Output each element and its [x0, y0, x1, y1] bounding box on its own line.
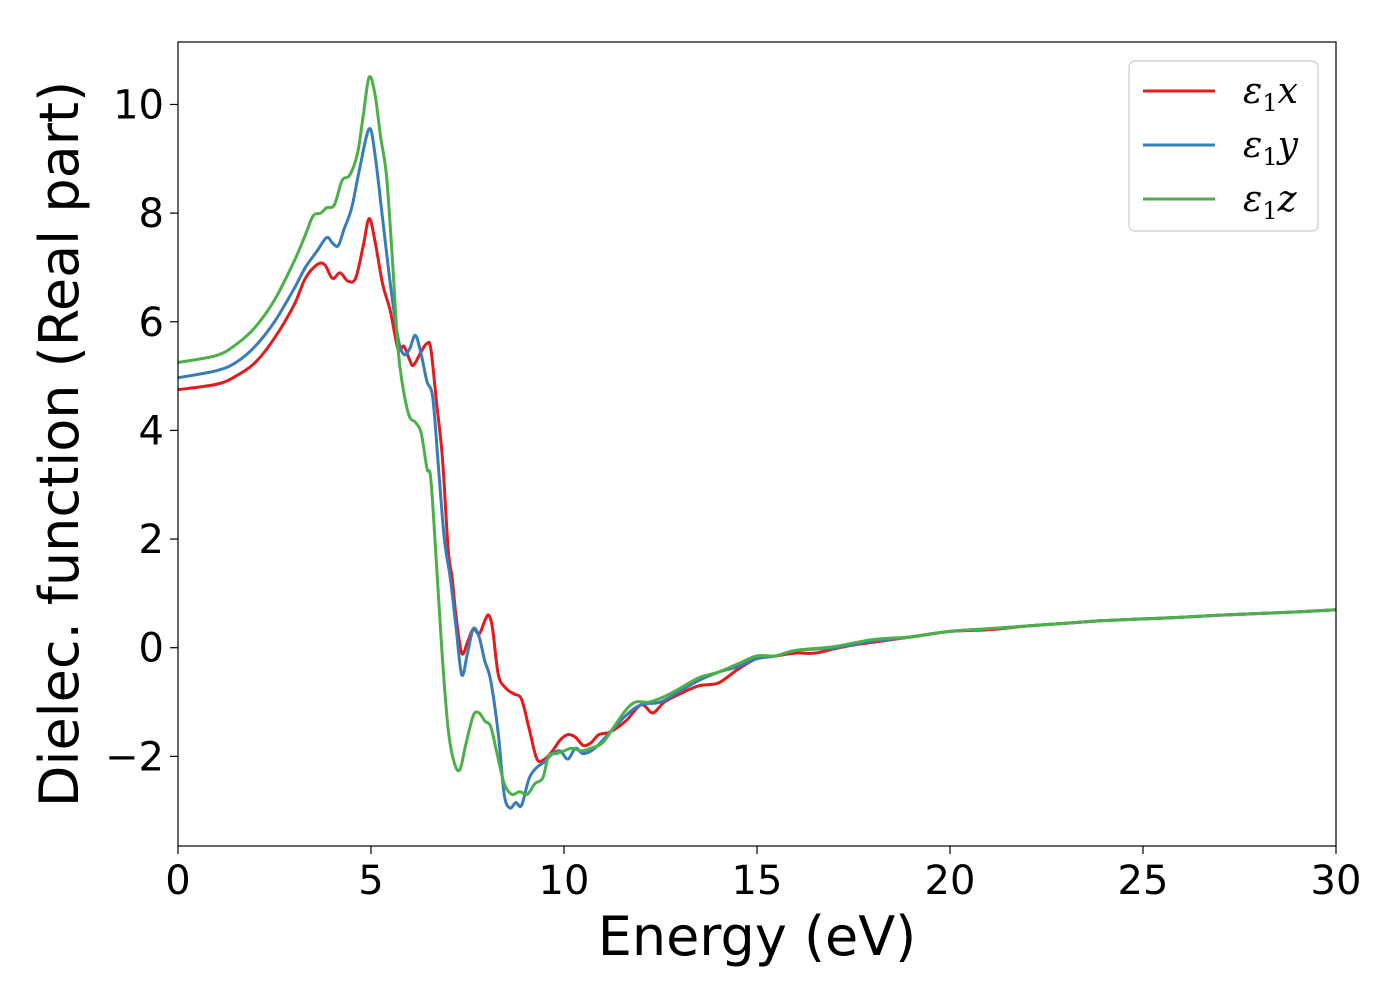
x-axis-title: Energy (eV) [598, 905, 917, 968]
x-tick-label: 15 [732, 858, 783, 904]
y-tick-label: 2 [139, 517, 164, 563]
y-axis: −2 0 2 4 6 8 10 [105, 82, 178, 780]
y-tick-label: 4 [139, 408, 164, 454]
x-tick-label: 5 [358, 858, 383, 904]
y-tick-label: 8 [139, 191, 164, 237]
x-tick-label: 20 [925, 858, 976, 904]
x-tick-label: 25 [1118, 858, 1169, 904]
series-layer [178, 75, 1336, 810]
y-tick-label: 6 [139, 300, 164, 346]
series-line-z [178, 75, 1336, 797]
x-tick-label: 10 [539, 858, 590, 904]
x-tick-label: 30 [1311, 858, 1362, 904]
legend-item-y: ε1y [1143, 125, 1299, 171]
legend: ε1x ε1y ε1z [1128, 60, 1319, 232]
x-axis: 0 5 10 15 20 25 30 [165, 846, 1361, 904]
y-tick-label: 0 [139, 626, 164, 672]
y-tick-label: 10 [113, 82, 164, 128]
legend-label: ε1z [1243, 179, 1298, 225]
legend-frame [1128, 60, 1319, 232]
x-tick-label: 0 [165, 858, 190, 904]
legend-item-x: ε1x [1143, 71, 1298, 117]
legend-item-z: ε1z [1143, 179, 1298, 225]
series-line-y [178, 127, 1336, 810]
y-tick-label: −2 [105, 734, 164, 780]
y-axis-title: Dielec. function (Real part) [28, 81, 91, 807]
legend-label: ε1x [1243, 71, 1298, 117]
legend-label: ε1y [1243, 125, 1299, 171]
